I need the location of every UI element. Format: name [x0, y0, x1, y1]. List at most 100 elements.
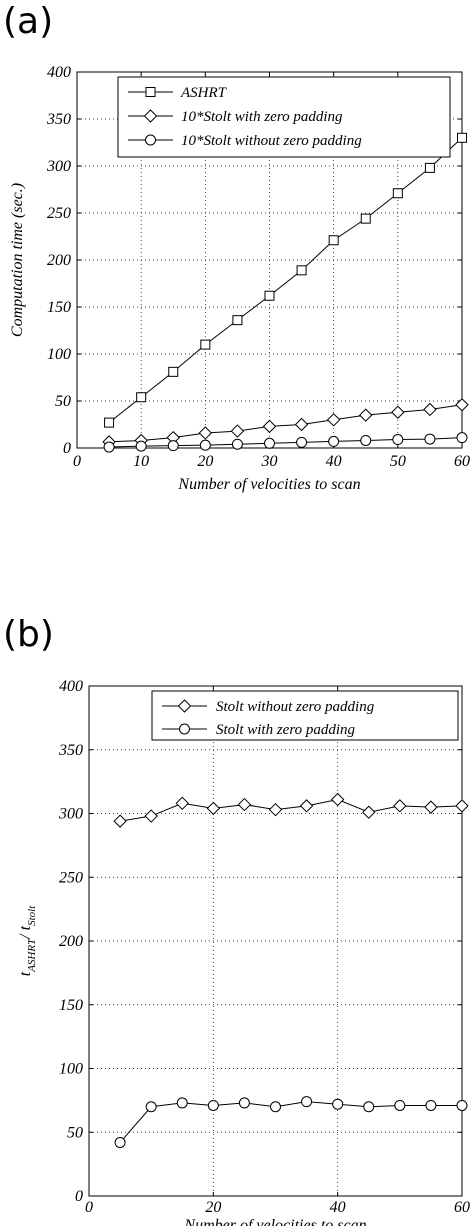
y-tick-label: 350 [46, 111, 71, 128]
series-diamond [113, 792, 469, 828]
x-tick-label: 20 [197, 453, 213, 470]
series-line [119, 1101, 462, 1143]
data-point [268, 802, 283, 817]
data-point [262, 419, 277, 434]
y-tick-label: 150 [47, 299, 71, 316]
series-line [108, 137, 463, 424]
legend-marker [177, 699, 192, 713]
data-point [103, 441, 115, 453]
data-point [456, 1099, 468, 1111]
chart-b: 0 20 40 60 0 50 100 150 200 250 300 350 400 Number of… [17, 678, 470, 1226]
legend-entry: Stolt with zero padding [216, 722, 356, 738]
x-tick-label: 40 [330, 1199, 346, 1216]
data-point [175, 796, 189, 811]
data-point [456, 432, 468, 444]
data-point [144, 809, 158, 823]
legend-marker [143, 109, 158, 123]
legend-marker [145, 87, 156, 97]
data-point [104, 417, 115, 428]
data-point [391, 405, 405, 419]
y-tick-label: 300 [46, 158, 71, 175]
x-axis-label: Number of velocities to scan [177, 476, 360, 493]
y-tick-label: 300 [58, 806, 83, 823]
data-point [237, 797, 252, 812]
y-tick-label: 100 [47, 346, 71, 363]
data-point [176, 1097, 188, 1109]
data-point [394, 1099, 406, 1111]
x-tick-label: 0 [85, 1199, 93, 1216]
data-point [328, 235, 339, 246]
data-point [167, 440, 179, 452]
legend-entry: 10*Stolt without zero padding [181, 133, 362, 149]
y-tick-label: 150 [59, 997, 83, 1014]
x-tick-label: 30 [261, 453, 278, 470]
y-tick-label: 200 [59, 933, 83, 950]
legend: Stolt without zero padding Stolt with zer… [151, 690, 459, 741]
data-point [136, 392, 147, 403]
data-point [360, 434, 372, 446]
data-point [393, 799, 407, 813]
plot-frame [88, 685, 463, 1197]
y-axis-label: Computation time (sec.) [9, 183, 26, 337]
data-point [238, 1097, 250, 1109]
y-axis-label: tASHRT/ tStolt [17, 905, 38, 976]
x-tick-label: 0 [73, 453, 81, 470]
x-tick-label: 20 [205, 1199, 221, 1216]
x-tick-label: 10 [133, 453, 149, 470]
data-point [330, 792, 345, 807]
panel-b-label: (b) [3, 614, 54, 655]
data-point [299, 799, 314, 813]
x-axis-label: Number of velocities to scan [183, 1217, 366, 1226]
data-point [296, 265, 307, 276]
data-point [270, 1101, 281, 1113]
y-tick-label: 350 [58, 742, 83, 759]
legend-entry: 10*Stolt with zero padding [181, 109, 343, 125]
y-tick-label: 50 [55, 393, 71, 410]
data-point [332, 1098, 344, 1110]
data-point [392, 434, 404, 446]
legend-box [151, 690, 459, 741]
data-point [457, 132, 467, 143]
data-point [232, 315, 243, 326]
data-point [145, 1101, 157, 1113]
data-point [326, 413, 341, 427]
data-point [207, 1099, 219, 1111]
x-tick-label: 50 [390, 453, 406, 470]
series-line [120, 798, 463, 822]
y-tick-label: 250 [47, 205, 71, 222]
data-point [294, 417, 309, 432]
data-point [360, 213, 371, 224]
data-point [199, 439, 211, 451]
data-point [455, 799, 469, 813]
y-tick-label: 400 [59, 678, 83, 695]
data-point [296, 436, 308, 448]
legend-marker [145, 134, 156, 146]
y-tick-label: 50 [67, 1124, 83, 1141]
data-point [425, 1099, 437, 1111]
x-tick-label: 60 [454, 1199, 470, 1216]
grid-lines [89, 686, 462, 1196]
y-tick-label: 100 [59, 1061, 83, 1078]
chart-a: 0 10 20 30 40 50 60 0 50 100 150 200 250 300 350 400 Num… [9, 64, 470, 493]
y-tick-label: 250 [59, 869, 83, 886]
data-point [230, 424, 245, 438]
series-diamond [102, 398, 469, 449]
panel-a-label: (a) [3, 1, 54, 42]
data-point [301, 1096, 313, 1108]
data-point [114, 1136, 126, 1148]
data-point [168, 366, 179, 377]
data-point [264, 290, 275, 301]
x-tick-label: 40 [326, 453, 342, 470]
data-point [113, 814, 127, 828]
series-circle [114, 1096, 468, 1148]
data-point [231, 438, 243, 450]
data-point [359, 408, 373, 422]
data-point [424, 800, 438, 814]
data-point [424, 433, 436, 445]
data-point [206, 801, 221, 816]
legend: ASHRT 10*Stolt with zero padding 10*Stolt … [117, 76, 451, 158]
y-tick-label: 0 [75, 1188, 83, 1205]
series-circle [103, 432, 468, 453]
data-point [264, 437, 275, 449]
data-point [135, 440, 147, 452]
